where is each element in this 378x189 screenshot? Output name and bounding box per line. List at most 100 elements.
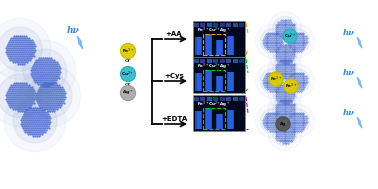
Circle shape [290,34,305,48]
Circle shape [268,12,302,45]
Circle shape [280,64,314,98]
FancyBboxPatch shape [233,59,237,64]
FancyBboxPatch shape [197,73,201,91]
FancyBboxPatch shape [194,23,198,27]
Circle shape [285,29,310,53]
Circle shape [7,36,33,62]
Circle shape [273,16,297,40]
Circle shape [4,90,66,152]
FancyBboxPatch shape [240,59,244,64]
Text: hν: hν [343,109,355,117]
Text: +AA: +AA [166,31,182,37]
Circle shape [256,24,289,58]
FancyBboxPatch shape [197,37,201,55]
FancyBboxPatch shape [206,34,211,55]
Circle shape [269,72,283,86]
Circle shape [121,67,135,81]
Circle shape [13,99,57,143]
FancyBboxPatch shape [217,40,222,55]
Circle shape [273,81,297,106]
Text: Cu$^{2+}$: Cu$^{2+}$ [284,31,296,41]
Circle shape [121,43,135,59]
FancyBboxPatch shape [207,23,212,27]
Circle shape [290,114,305,128]
Text: Fe$^{3+}$: Fe$^{3+}$ [122,46,135,56]
Circle shape [278,21,292,36]
Circle shape [278,126,292,141]
Text: or: or [125,59,131,64]
Circle shape [285,109,310,133]
Circle shape [283,29,297,43]
Circle shape [0,18,51,80]
FancyBboxPatch shape [226,23,231,27]
Circle shape [273,96,297,121]
FancyBboxPatch shape [226,97,231,101]
Text: Fe$^{3+}$: Fe$^{3+}$ [285,81,297,91]
Circle shape [23,49,67,93]
Circle shape [278,86,292,101]
FancyBboxPatch shape [233,23,237,27]
Circle shape [19,65,81,127]
Text: Cu$^{2+}$: Cu$^{2+}$ [121,69,135,79]
Circle shape [273,56,297,81]
Text: Fe$^{3+}$Cu$^{2+}$Ag$^+$: Fe$^{3+}$Cu$^{2+}$Ag$^+$ [197,62,231,72]
Circle shape [268,91,302,125]
Circle shape [121,85,135,101]
FancyBboxPatch shape [197,111,201,129]
FancyBboxPatch shape [195,37,202,55]
FancyBboxPatch shape [216,40,223,55]
FancyBboxPatch shape [193,95,245,131]
Circle shape [0,74,42,118]
FancyBboxPatch shape [193,21,245,57]
Circle shape [32,58,58,84]
Circle shape [256,64,289,98]
FancyBboxPatch shape [205,108,212,129]
Circle shape [37,83,63,109]
FancyBboxPatch shape [217,114,222,129]
Circle shape [278,101,292,116]
FancyBboxPatch shape [214,97,218,101]
FancyBboxPatch shape [228,36,232,55]
FancyBboxPatch shape [206,108,211,129]
Text: Fe$^{3+}$Cu$^{2+}$Ag$^+$: Fe$^{3+}$Cu$^{2+}$Ag$^+$ [197,100,231,110]
Text: hν: hν [343,69,355,77]
FancyBboxPatch shape [214,23,218,27]
FancyBboxPatch shape [233,97,237,101]
Circle shape [265,74,280,88]
Circle shape [260,109,285,133]
FancyBboxPatch shape [228,72,232,91]
Circle shape [260,69,285,93]
FancyBboxPatch shape [205,34,212,55]
Circle shape [265,34,280,48]
Polygon shape [357,117,362,128]
Circle shape [256,104,289,138]
Circle shape [268,51,302,85]
Circle shape [14,40,76,102]
Polygon shape [77,36,83,49]
FancyBboxPatch shape [216,114,223,129]
Circle shape [273,42,297,66]
FancyBboxPatch shape [220,23,225,27]
FancyBboxPatch shape [195,73,202,91]
Circle shape [285,69,310,93]
FancyBboxPatch shape [200,59,205,64]
Circle shape [280,24,314,58]
Circle shape [268,77,302,111]
FancyBboxPatch shape [217,76,222,91]
FancyBboxPatch shape [207,97,212,101]
FancyBboxPatch shape [227,72,234,91]
FancyBboxPatch shape [216,76,223,91]
Circle shape [290,74,305,88]
FancyBboxPatch shape [200,97,205,101]
FancyBboxPatch shape [228,110,232,129]
Circle shape [280,104,314,138]
Text: hν: hν [66,26,79,35]
Text: Ag: Ag [280,122,286,126]
FancyBboxPatch shape [227,110,234,129]
Circle shape [278,61,292,76]
Circle shape [28,74,72,118]
FancyBboxPatch shape [194,59,198,64]
FancyBboxPatch shape [193,57,245,93]
FancyBboxPatch shape [214,59,218,64]
Text: +EDTA: +EDTA [161,116,187,122]
